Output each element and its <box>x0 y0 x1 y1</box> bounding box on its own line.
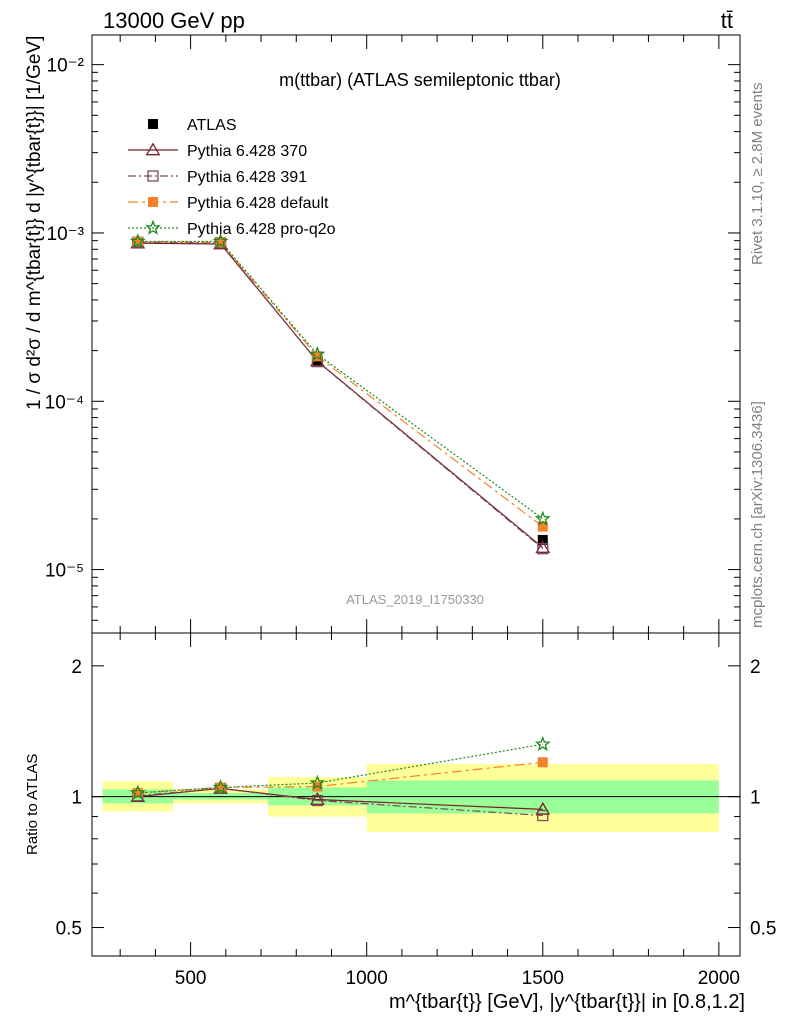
main-y-tick-label: 10⁻⁵ <box>45 561 84 582</box>
data-point <box>132 236 143 247</box>
data-point <box>535 801 551 815</box>
data-point <box>309 346 326 362</box>
data-point <box>534 510 551 526</box>
chart-title: m(ttbar) (ATLAS semileptonic ttbar) <box>279 70 561 90</box>
ratio-y-tick-label: 0.5 <box>56 919 82 940</box>
series-line-main-3 <box>137 240 544 528</box>
ratio-axis-ticks: 0.5 0.5 1 1 2 2 500 1000 1500 2000 <box>56 35 776 989</box>
legend-marker <box>147 170 159 182</box>
legend-marker <box>145 219 161 235</box>
data-point <box>310 791 325 805</box>
x-tick-label: 1000 <box>346 968 388 989</box>
ratio-y-tick-label-right: 1 <box>750 788 761 809</box>
ratio-series-markers <box>129 735 551 822</box>
data-point <box>537 521 548 532</box>
ratio-bands <box>102 763 719 832</box>
data-point <box>129 233 146 249</box>
main-y-tick-label: 10⁻³ <box>47 224 85 245</box>
data-point <box>535 540 551 553</box>
watermark: ATLAS_2019_I1750330 <box>346 592 484 607</box>
ratio-panel: 0.5 0.5 1 1 2 2 500 1000 1500 2000 Ratio to ATLAS… <box>24 35 776 1013</box>
data-point <box>215 782 226 793</box>
data-point <box>132 787 143 798</box>
legend: ATLAS Pythia 6.428 370 Pythia 6.428 391 Pyt… <box>128 117 336 238</box>
series-line-main-1 <box>137 242 544 549</box>
main-axis-ticks: 10⁻⁵ 10⁻⁴ 10⁻³ 10⁻² <box>45 56 740 621</box>
main-panel: 10⁻⁵ 10⁻⁴ 10⁻³ 10⁻² m(ttbar) (ATLAS semilep… <box>24 34 741 634</box>
data-point <box>537 757 548 768</box>
main-y-tick-label: 10⁻² <box>47 56 85 77</box>
x-tick-label: 500 <box>175 968 207 989</box>
header-right: tt̄ <box>721 8 733 33</box>
legend-marker <box>145 142 161 156</box>
rivet-label: Rivet 3.1.10, ≥ 2.8M events <box>749 83 766 266</box>
mcplots-label: mcplots.cern.ch [arXiv:1306.3436] <box>749 401 766 628</box>
main-y-tick-label: 10⁻⁴ <box>45 392 84 413</box>
x-axis-label: m^{tbar{t}} [GeV], |y^{tbar{t}}| in [0.8… <box>389 991 745 1013</box>
main-series-lines <box>137 240 544 550</box>
legend-label: Pythia 6.428 391 <box>187 169 307 186</box>
legend-marker <box>148 197 158 207</box>
ratio-y-tick-label: 1 <box>71 788 82 809</box>
ratio-y-tick-label: 2 <box>71 657 82 678</box>
data-point <box>537 543 549 555</box>
data-point <box>215 237 226 248</box>
header-left: 13000 GeV pp <box>103 8 245 33</box>
series-line-ratio-3 <box>137 743 543 794</box>
ratio-series-lines <box>137 743 543 817</box>
x-tick-label: 1500 <box>522 968 564 989</box>
legend-label: Pythia 6.428 370 <box>187 143 307 160</box>
legend-label: Pythia 6.428 pro-q2o <box>187 221 336 238</box>
data-point <box>129 784 146 800</box>
data-point <box>212 779 229 795</box>
data-point <box>311 794 324 807</box>
series-line-main-4 <box>137 240 544 520</box>
ratio-y-tick-label-right: 2 <box>750 657 761 678</box>
series-line-ratio-1 <box>137 787 543 817</box>
main-y-label: 1 / σ d²σ / d m^{tbar{t}} d |y^{tbar{t}}… <box>24 36 45 410</box>
legend-label: ATLAS <box>187 117 237 134</box>
legend-marker <box>148 119 158 129</box>
data-point <box>309 774 326 790</box>
data-point <box>534 735 551 752</box>
data-point <box>212 233 229 249</box>
series-line-ratio-2 <box>137 761 543 794</box>
ratio-frame <box>91 632 741 957</box>
data-point <box>537 534 548 545</box>
ratio-y-label: Ratio to ATLAS <box>24 754 41 855</box>
data-point <box>312 781 323 792</box>
data-point <box>312 351 323 362</box>
x-tick-label: 2000 <box>698 968 740 989</box>
ratio-y-tick-label-right: 0.5 <box>750 919 776 940</box>
data-point <box>537 809 549 822</box>
main-series-markers <box>129 233 551 555</box>
legend-label: Pythia 6.428 default <box>187 195 329 212</box>
series-line-main-2 <box>137 241 544 550</box>
